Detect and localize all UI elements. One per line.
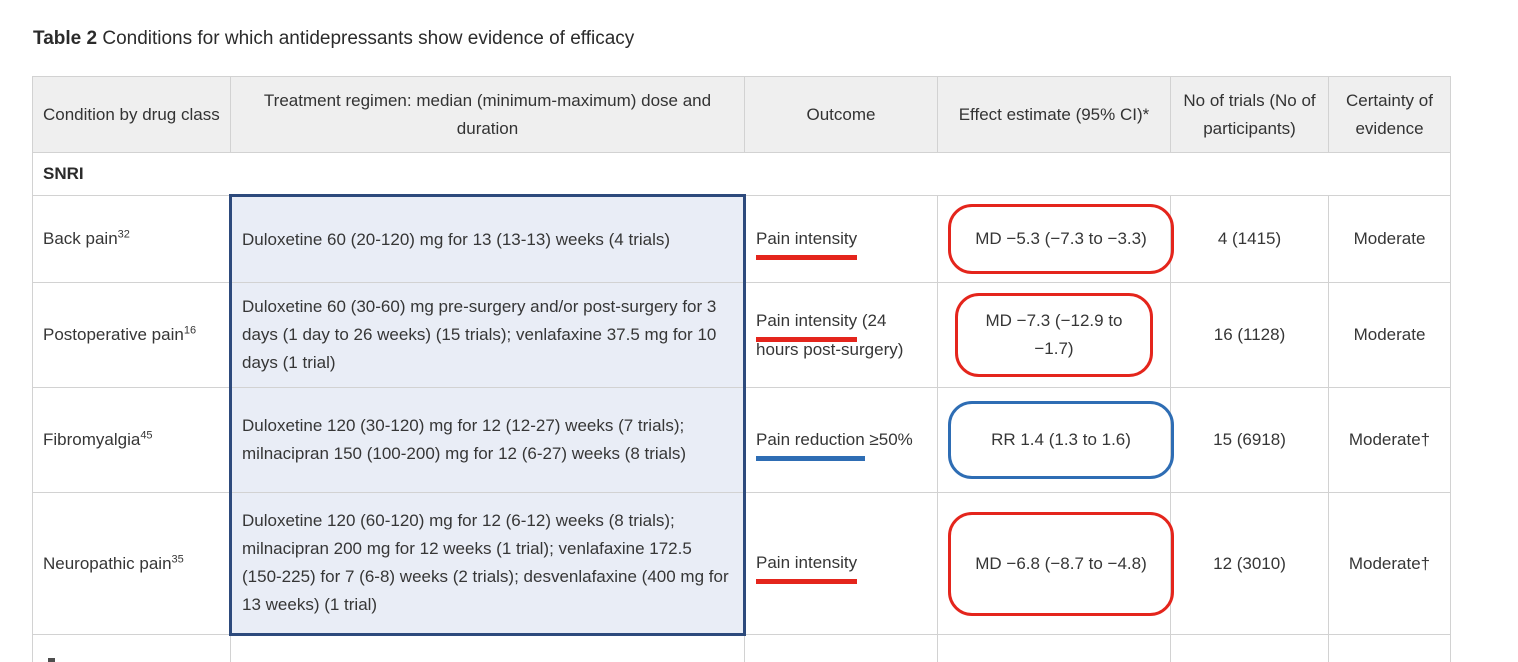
outcome-underlined-text: Pain intensity	[756, 225, 858, 260]
condition-label: Postoperative pain	[43, 325, 184, 344]
section-row-snri: SNRI	[32, 152, 1451, 196]
outcome-underlined-text: Pain intensity	[756, 307, 858, 342]
regimen-text: Duloxetine 120 (30-120) mg for 12 (12-27…	[242, 416, 687, 463]
column-header-no-of-trials: No of trials (No of participants)	[1170, 76, 1329, 153]
clipped-effect-cell	[937, 634, 1171, 662]
outcome-cell: Pain intensity	[744, 492, 938, 635]
outcome-rest-text: ≥50%	[864, 429, 913, 449]
certainty-cell: Moderate†	[1328, 387, 1451, 493]
trials-cell: 4 (1415)	[1170, 195, 1329, 283]
regimen-cell-highlighted: Duloxetine 60 (30-60) mg pre-surgery and…	[229, 282, 746, 388]
regimen-text: Duloxetine 60 (20-120) mg for 13 (13-13)…	[242, 229, 671, 249]
outcome-underlined-text: Pain intensity	[756, 549, 858, 584]
regimen-cell-highlighted: Duloxetine 60 (20-120) mg for 13 (13-13)…	[229, 194, 746, 283]
certainty-cell: Moderate†	[1328, 492, 1451, 635]
efficacy-table: Condition by drug class Treatment regime…	[32, 76, 1451, 662]
effect-estimate-text: MD −6.8 (−8.7 to −4.8)	[975, 553, 1147, 573]
table-caption-label: Table 2	[33, 28, 98, 49]
effect-annotation-oval: MD −5.3 (−7.3 to −3.3)	[948, 204, 1174, 274]
condition-cell: Neuropathic pain35	[32, 492, 231, 635]
effect-estimate-text: MD −5.3 (−7.3 to −3.3)	[975, 229, 1147, 248]
condition-label: Neuropathic pain	[43, 553, 172, 573]
section-label: SNRI	[32, 152, 1451, 196]
reference-superscript: 35	[171, 552, 184, 565]
condition-label: Fibromyalgia	[43, 430, 141, 449]
clipped-condition-cell	[32, 634, 231, 662]
trials-cell: 16 (1128)	[1170, 282, 1329, 388]
condition-cell: Back pain32	[32, 195, 231, 283]
trials-cell: 15 (6918)	[1170, 387, 1329, 493]
clipped-trials-cell	[1170, 634, 1329, 662]
clipped-text-fragment	[48, 658, 55, 662]
regimen-text: Duloxetine 60 (30-60) mg pre-surgery and…	[242, 297, 717, 372]
effect-estimate-cell: MD −6.8 (−8.7 to −4.8)	[937, 492, 1174, 635]
effect-estimate-cell: MD −5.3 (−7.3 to −3.3)	[937, 195, 1174, 283]
effect-estimate-cell: RR 1.4 (1.3 to 1.6)	[937, 387, 1174, 493]
condition-cell: Fibromyalgia45	[32, 387, 231, 493]
column-header-condition: Condition by drug class	[32, 76, 231, 153]
clipped-outcome-cell	[744, 634, 938, 662]
outcome-rest-text: (24 hours post-surgery)	[756, 310, 904, 359]
clipped-certainty-cell	[1328, 634, 1451, 662]
table-row-neuropathic-pain: Neuropathic pain35 Duloxetine 120 (60-12…	[32, 492, 1451, 636]
table-row-postoperative-pain: Postoperative pain16 Duloxetine 60 (30-6…	[32, 282, 1451, 388]
table-caption: Table 2 Conditions for which antidepress…	[33, 27, 1518, 51]
clipped-regimen-cell	[230, 634, 745, 662]
regimen-cell-highlighted: Duloxetine 120 (30-120) mg for 12 (12-27…	[229, 387, 746, 493]
outcome-cell: Pain intensity (24 hours post-surgery)	[744, 282, 938, 388]
certainty-cell: Moderate	[1328, 195, 1451, 283]
reference-superscript: 16	[183, 324, 197, 337]
clipped-row	[32, 634, 1451, 662]
condition-cell: Postoperative pain16	[32, 282, 231, 388]
trials-cell: 12 (3010)	[1170, 492, 1329, 635]
effect-annotation-oval: MD −7.3 (−12.9 to −1.7)	[955, 293, 1153, 377]
regimen-text: Duloxetine 120 (60-120) mg for 12 (6-12)…	[242, 511, 729, 614]
reference-superscript: 32	[117, 228, 130, 241]
effect-estimate-text: RR 1.4 (1.3 to 1.6)	[991, 430, 1131, 449]
effect-estimate-text: MD −7.3 (−12.9 to −1.7)	[985, 311, 1123, 358]
outcome-underlined-text: Pain reduction	[756, 426, 865, 461]
reference-superscript: 45	[140, 429, 153, 442]
effect-estimate-cell: MD −7.3 (−12.9 to −1.7)	[937, 282, 1171, 388]
outcome-cell: Pain intensity	[744, 195, 938, 283]
table-header-row: Condition by drug class Treatment regime…	[32, 76, 1451, 153]
column-header-regimen: Treatment regimen: median (minimum-maxim…	[230, 76, 745, 153]
condition-label: Back pain	[43, 229, 118, 248]
column-header-outcome: Outcome	[744, 76, 938, 153]
certainty-cell: Moderate	[1328, 282, 1451, 388]
table-caption-text: Conditions for which antidepressants sho…	[97, 28, 635, 49]
column-header-effect-estimate: Effect estimate (95% CI)*	[937, 76, 1171, 153]
table-row-back-pain: Back pain32 Duloxetine 60 (20-120) mg fo…	[32, 194, 1451, 283]
effect-annotation-oval: MD −6.8 (−8.7 to −4.8)	[948, 511, 1174, 616]
regimen-cell-highlighted: Duloxetine 120 (60-120) mg for 12 (6-12)…	[229, 492, 746, 636]
column-header-certainty: Certainty of evidence	[1328, 76, 1451, 153]
table-row-fibromyalgia: Fibromyalgia45 Duloxetine 120 (30-120) m…	[32, 387, 1451, 493]
effect-annotation-oval: RR 1.4 (1.3 to 1.6)	[948, 401, 1174, 479]
outcome-cell: Pain reduction ≥50%	[744, 387, 938, 493]
